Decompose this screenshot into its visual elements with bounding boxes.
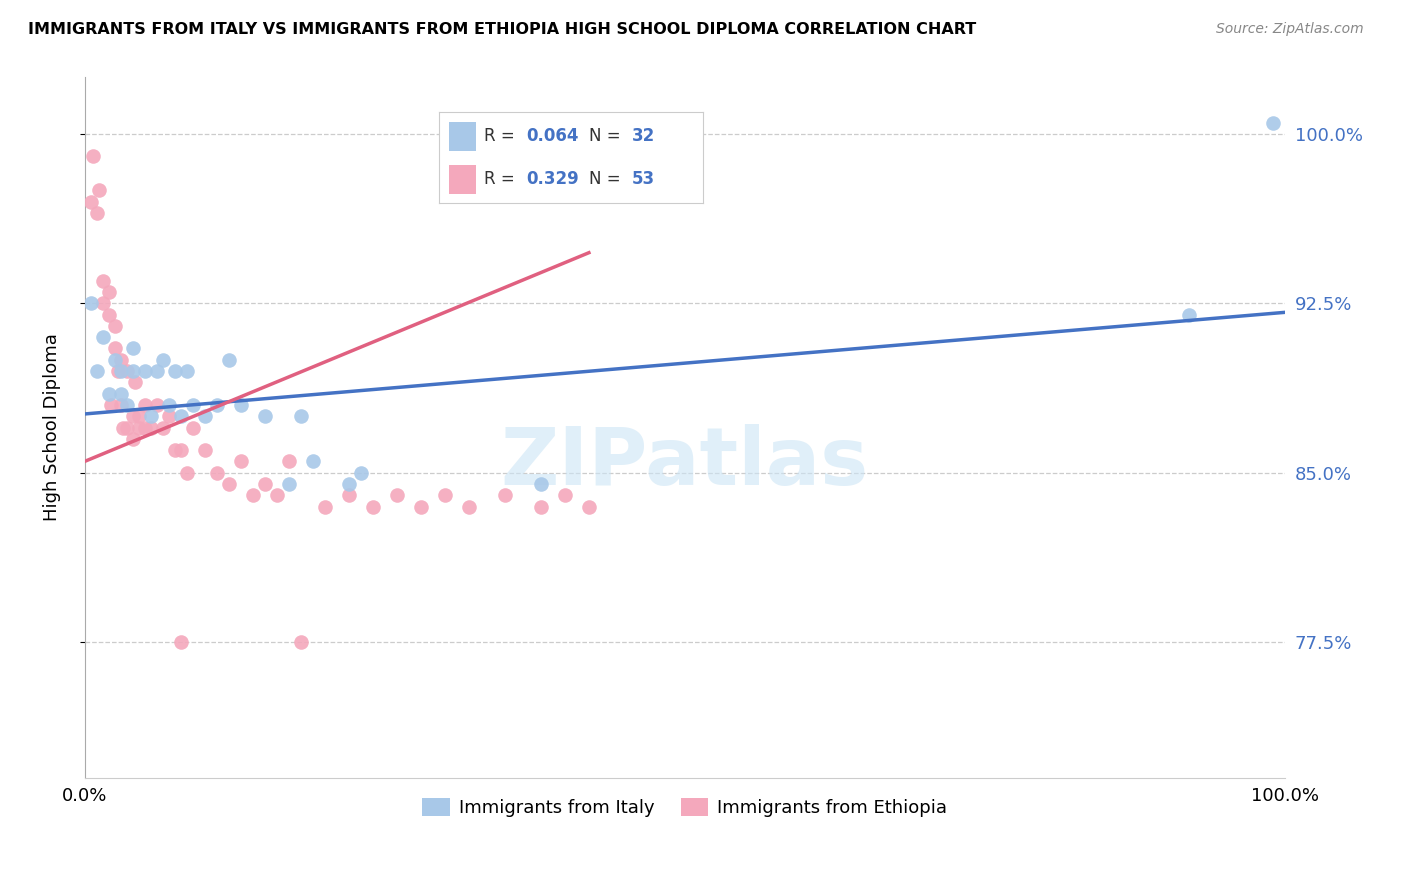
Point (337, 477, 360, 491)
Text: ZIPatlas: ZIPatlas (501, 424, 869, 501)
Point (134, 420, 156, 434)
Point (301, 454, 323, 468)
Point (97, 386, 120, 401)
Point (242, 488, 264, 502)
Y-axis label: High School Diploma: High School Diploma (44, 334, 60, 522)
Point (145, 398, 167, 412)
Point (266, 488, 288, 502)
Point (121, 364, 143, 378)
Point (361, 500, 384, 514)
Point (277, 477, 299, 491)
Point (128, 409, 150, 424)
Point (218, 352, 240, 367)
Point (163, 443, 186, 458)
Point (218, 477, 240, 491)
Point (181, 420, 204, 434)
Point (97, 285, 120, 299)
Point (86, 206, 108, 220)
Point (121, 432, 143, 446)
Text: Source: ZipAtlas.com: Source: ZipAtlas.com (1216, 22, 1364, 37)
Point (1178, 308, 1201, 322)
Point (104, 342, 127, 356)
Point (121, 409, 143, 424)
Point (115, 364, 138, 378)
Point (205, 398, 228, 412)
Point (134, 364, 156, 378)
Legend: Immigrants from Italy, Immigrants from Ethiopia: Immigrants from Italy, Immigrants from E… (415, 790, 955, 824)
Point (128, 420, 150, 434)
Point (170, 409, 193, 424)
Point (91, 330, 114, 344)
Point (277, 454, 299, 468)
Point (229, 398, 252, 412)
Point (104, 318, 127, 333)
Point (205, 466, 228, 480)
Point (457, 500, 479, 514)
Point (176, 364, 198, 378)
Point (115, 420, 138, 434)
Point (181, 398, 204, 412)
Point (86, 364, 108, 378)
Point (229, 454, 252, 468)
Point (409, 500, 432, 514)
Point (91, 296, 114, 310)
Point (157, 409, 180, 424)
Point (89, 183, 111, 197)
Point (134, 398, 156, 412)
Point (82, 149, 104, 163)
Point (152, 352, 174, 367)
Point (194, 443, 217, 458)
Point (121, 342, 143, 356)
Point (100, 398, 122, 412)
Point (107, 364, 129, 378)
Point (115, 398, 138, 412)
Point (290, 409, 312, 424)
Point (290, 635, 312, 649)
Point (494, 488, 516, 502)
Point (170, 635, 193, 649)
Point (314, 500, 336, 514)
Point (104, 352, 127, 367)
Point (157, 398, 180, 412)
Point (530, 500, 553, 514)
Point (110, 386, 132, 401)
Point (253, 477, 276, 491)
Point (91, 274, 114, 288)
Point (112, 420, 135, 434)
Point (124, 376, 146, 390)
Point (554, 488, 576, 502)
Point (350, 466, 373, 480)
Point (530, 477, 553, 491)
Point (97, 308, 120, 322)
Point (578, 500, 600, 514)
Point (110, 398, 132, 412)
Point (80, 296, 103, 310)
Point (170, 443, 193, 458)
Point (80, 194, 103, 209)
Point (145, 364, 167, 378)
Point (110, 364, 132, 378)
Point (176, 466, 198, 480)
Point (139, 420, 162, 434)
Point (110, 352, 132, 367)
Point (1263, 115, 1285, 129)
Point (385, 488, 408, 502)
Point (433, 488, 456, 502)
Point (139, 409, 162, 424)
Point (253, 409, 276, 424)
Point (194, 409, 217, 424)
Point (152, 420, 174, 434)
Point (337, 488, 360, 502)
Point (163, 364, 186, 378)
Text: IMMIGRANTS FROM ITALY VS IMMIGRANTS FROM ETHIOPIA HIGH SCHOOL DIPLOMA CORRELATIO: IMMIGRANTS FROM ITALY VS IMMIGRANTS FROM… (28, 22, 976, 37)
